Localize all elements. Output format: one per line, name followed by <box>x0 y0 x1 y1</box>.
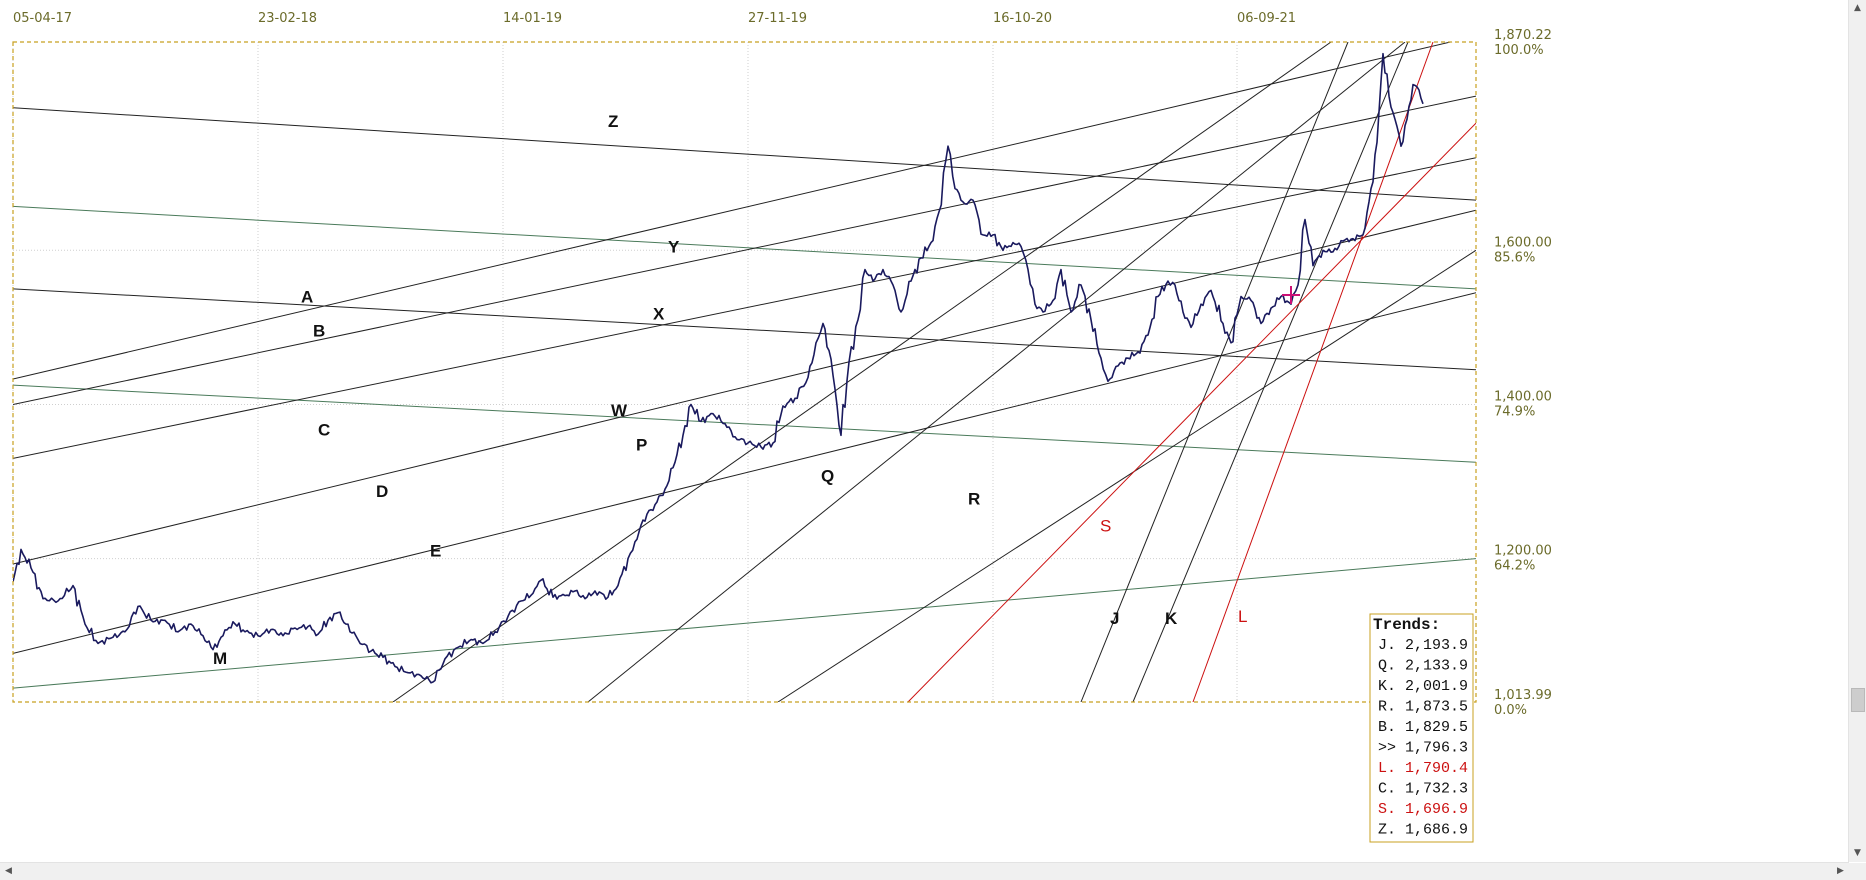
trends-box-frame <box>1369 613 1474 843</box>
trend-line-r <box>777 249 1476 702</box>
trend-line-b <box>13 95 1476 405</box>
line-label-e: E <box>430 541 441 560</box>
line-label-z: Z <box>608 112 618 131</box>
line-label-s: S <box>1100 517 1111 536</box>
plot-frame <box>12 41 1477 703</box>
trend-line-l <box>1192 42 1434 702</box>
trend-lines <box>13 42 1476 702</box>
scrollbar-corner <box>1849 863 1866 880</box>
line-label-b: B <box>313 322 325 341</box>
scroll-left-icon[interactable]: ◀ <box>5 866 12 876</box>
trends-box-row: Z. 1,686.9 <box>1378 822 1468 839</box>
price-series <box>13 52 1424 684</box>
line-label-a: A <box>301 288 313 307</box>
y-tick-percent: 74.9% <box>1494 404 1535 419</box>
scroll-right-icon[interactable]: ▶ <box>1837 866 1844 876</box>
x-axis-labels: 05-04-17 23-02-18 14-01-19 27-11-19 16-10-20… <box>13 11 1296 26</box>
x-tick-label: 23-02-18 <box>258 11 317 26</box>
line-label-x: X <box>653 305 665 324</box>
vertical-scrollbar[interactable]: ▲ ▼ <box>1848 0 1866 862</box>
trends-box-row: B. 1,829.5 <box>1378 719 1468 736</box>
trend-line-e <box>13 292 1476 654</box>
vertical-scroll-thumb[interactable] <box>1851 688 1865 712</box>
x-tick-label: 14-01-19 <box>503 11 562 26</box>
x-tick-label: 06-09-21 <box>1237 11 1296 26</box>
horizontal-scrollbar[interactable]: ◀ ▶ <box>0 862 1849 880</box>
trends-box: Trends: J. 2,193.9 Q. 2,133.9 K. 2,001.9 R. … <box>1369 613 1474 843</box>
trend-line-a <box>13 42 1453 380</box>
trend-line-j <box>1080 42 1349 702</box>
y-tick-price: 1,200.00 <box>1494 544 1552 559</box>
line-label-m: M <box>213 649 227 668</box>
y-tick-price: 1,870.22 <box>1494 28 1552 43</box>
line-label-j: J <box>1110 609 1119 628</box>
trends-box-row: K. 2,001.9 <box>1378 678 1468 695</box>
y-tick-price: 1,600.00 <box>1494 235 1552 250</box>
scroll-down-icon[interactable]: ▼ <box>1854 848 1861 858</box>
y-tick-price: 1,013.99 <box>1494 688 1552 703</box>
line-label-w: W <box>611 401 628 420</box>
y-tick-percent: 64.2% <box>1494 559 1535 574</box>
y-tick-price: 1,400.00 <box>1494 389 1552 404</box>
trends-box-row: J. 2,193.9 <box>1378 637 1468 654</box>
grid-lines <box>12 42 1476 702</box>
x-tick-label: 27-11-19 <box>748 11 807 26</box>
trend-line-y <box>13 205 1476 290</box>
plot-border <box>12 41 1477 703</box>
trend-line-z <box>13 107 1476 201</box>
trend-line-q <box>587 42 1406 702</box>
trends-box-row: R. 1,873.5 <box>1378 699 1468 716</box>
x-tick-label: 05-04-17 <box>13 11 72 26</box>
current-marker <box>1282 285 1300 304</box>
trend-line-w <box>13 384 1476 463</box>
line-label-p: P <box>636 436 647 455</box>
trend-line-d <box>13 209 1476 565</box>
trend-line-m <box>13 558 1476 689</box>
trends-box-row: S. 1,696.9 <box>1378 801 1468 818</box>
line-label-q: Q <box>821 467 834 486</box>
trend-line-labels: Z Y A X B W C P Q D R S E J K L M <box>213 112 1247 668</box>
trend-line-s <box>907 122 1476 702</box>
line-label-l: L <box>1238 607 1247 626</box>
trend-line-k <box>1132 42 1409 702</box>
x-tick-label: 16-10-20 <box>993 11 1052 26</box>
trends-box-row: L. 1,790.4 <box>1378 760 1468 777</box>
y-tick-percent: 85.6% <box>1494 250 1535 265</box>
trends-box-row: >> 1,796.3 <box>1378 740 1468 757</box>
trend-line-c <box>13 157 1476 459</box>
trends-box-row: Q. 2,133.9 <box>1378 658 1468 675</box>
line-label-k: K <box>1165 609 1178 628</box>
scroll-up-icon[interactable]: ▲ <box>1854 3 1861 13</box>
line-label-c: C <box>318 420 330 439</box>
price-line <box>13 52 1424 684</box>
line-label-r: R <box>968 490 980 509</box>
y-tick-percent: 0.0% <box>1494 703 1527 718</box>
trends-box-title: Trends: <box>1373 616 1440 634</box>
line-label-d: D <box>376 482 388 501</box>
line-label-y: Y <box>668 238 680 257</box>
y-tick-percent: 100.0% <box>1494 43 1544 58</box>
trend-line-x <box>13 288 1476 371</box>
trends-box-row: C. 1,732.3 <box>1378 781 1468 798</box>
